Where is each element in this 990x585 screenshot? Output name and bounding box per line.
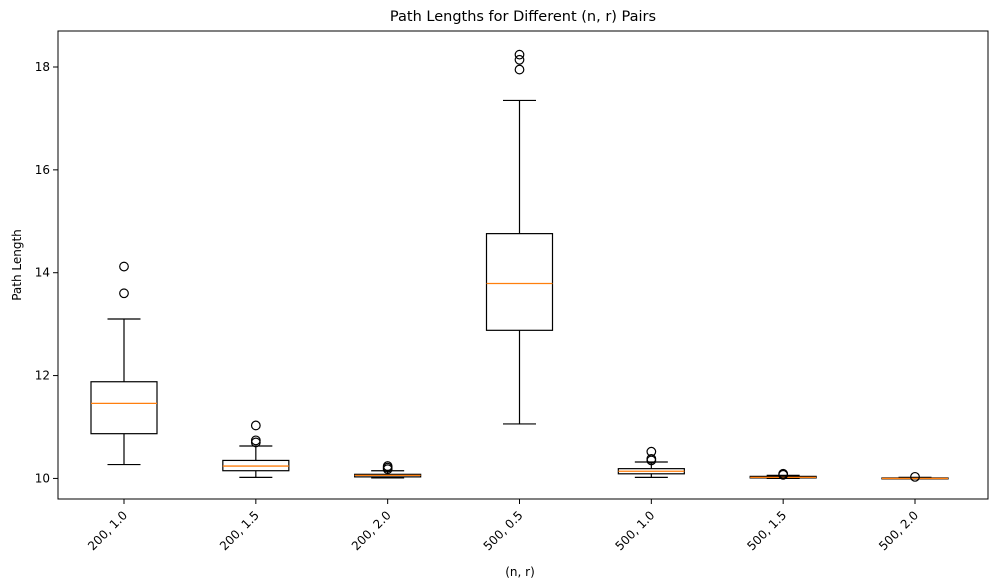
box-iqr [485,233,554,331]
box-1 [90,261,158,466]
outlier-point [119,288,129,299]
outlier-point [778,468,789,479]
outlier-point [514,54,525,65]
x-axis-label: (n, r) [505,565,535,579]
x-tick-label: 200, 1.5 [217,508,262,553]
outlier-point [646,453,657,464]
x-axis: 200, 1.0 200, 1.5 200, 2.0 500, 0.5 500, 1.0… [85,499,921,553]
box-4 [485,49,554,425]
box-2 [222,420,290,478]
plot-frame [57,30,989,500]
y-tick-label: 18 [35,60,50,74]
x-tick-label: 200, 2.0 [349,508,394,553]
outlier-point [514,49,525,60]
box-3 [354,461,422,479]
x-tick-label: 200, 1.0 [85,508,130,553]
plot-area [90,49,949,482]
outlier-point [119,261,129,272]
outlier-point [910,471,920,482]
y-tick-label: 16 [35,163,50,177]
x-tick-label: 500, 2.0 [876,508,921,553]
y-axis-label: Path Length [10,229,24,301]
box-iqr [90,381,158,435]
outlier-point [250,420,261,431]
y-tick-label: 10 [35,471,50,485]
x-tick-label: 500, 0.5 [481,508,526,553]
outlier-point [514,64,525,75]
x-tick-label: 500, 1.5 [744,508,789,553]
y-tick-label: 14 [35,266,50,280]
outlier-point [382,461,393,471]
outlier-point [250,435,261,446]
chart-title: Path Lengths for Different (n, r) Pairs [390,9,656,25]
box-5 [617,446,685,478]
y-tick-label: 12 [35,369,50,383]
y-axis: 10 12 14 16 18 [35,60,58,485]
box-6 [749,468,817,480]
box-7 [881,471,949,482]
x-tick-label: 500, 1.0 [612,508,657,553]
outlier-point [646,446,657,457]
